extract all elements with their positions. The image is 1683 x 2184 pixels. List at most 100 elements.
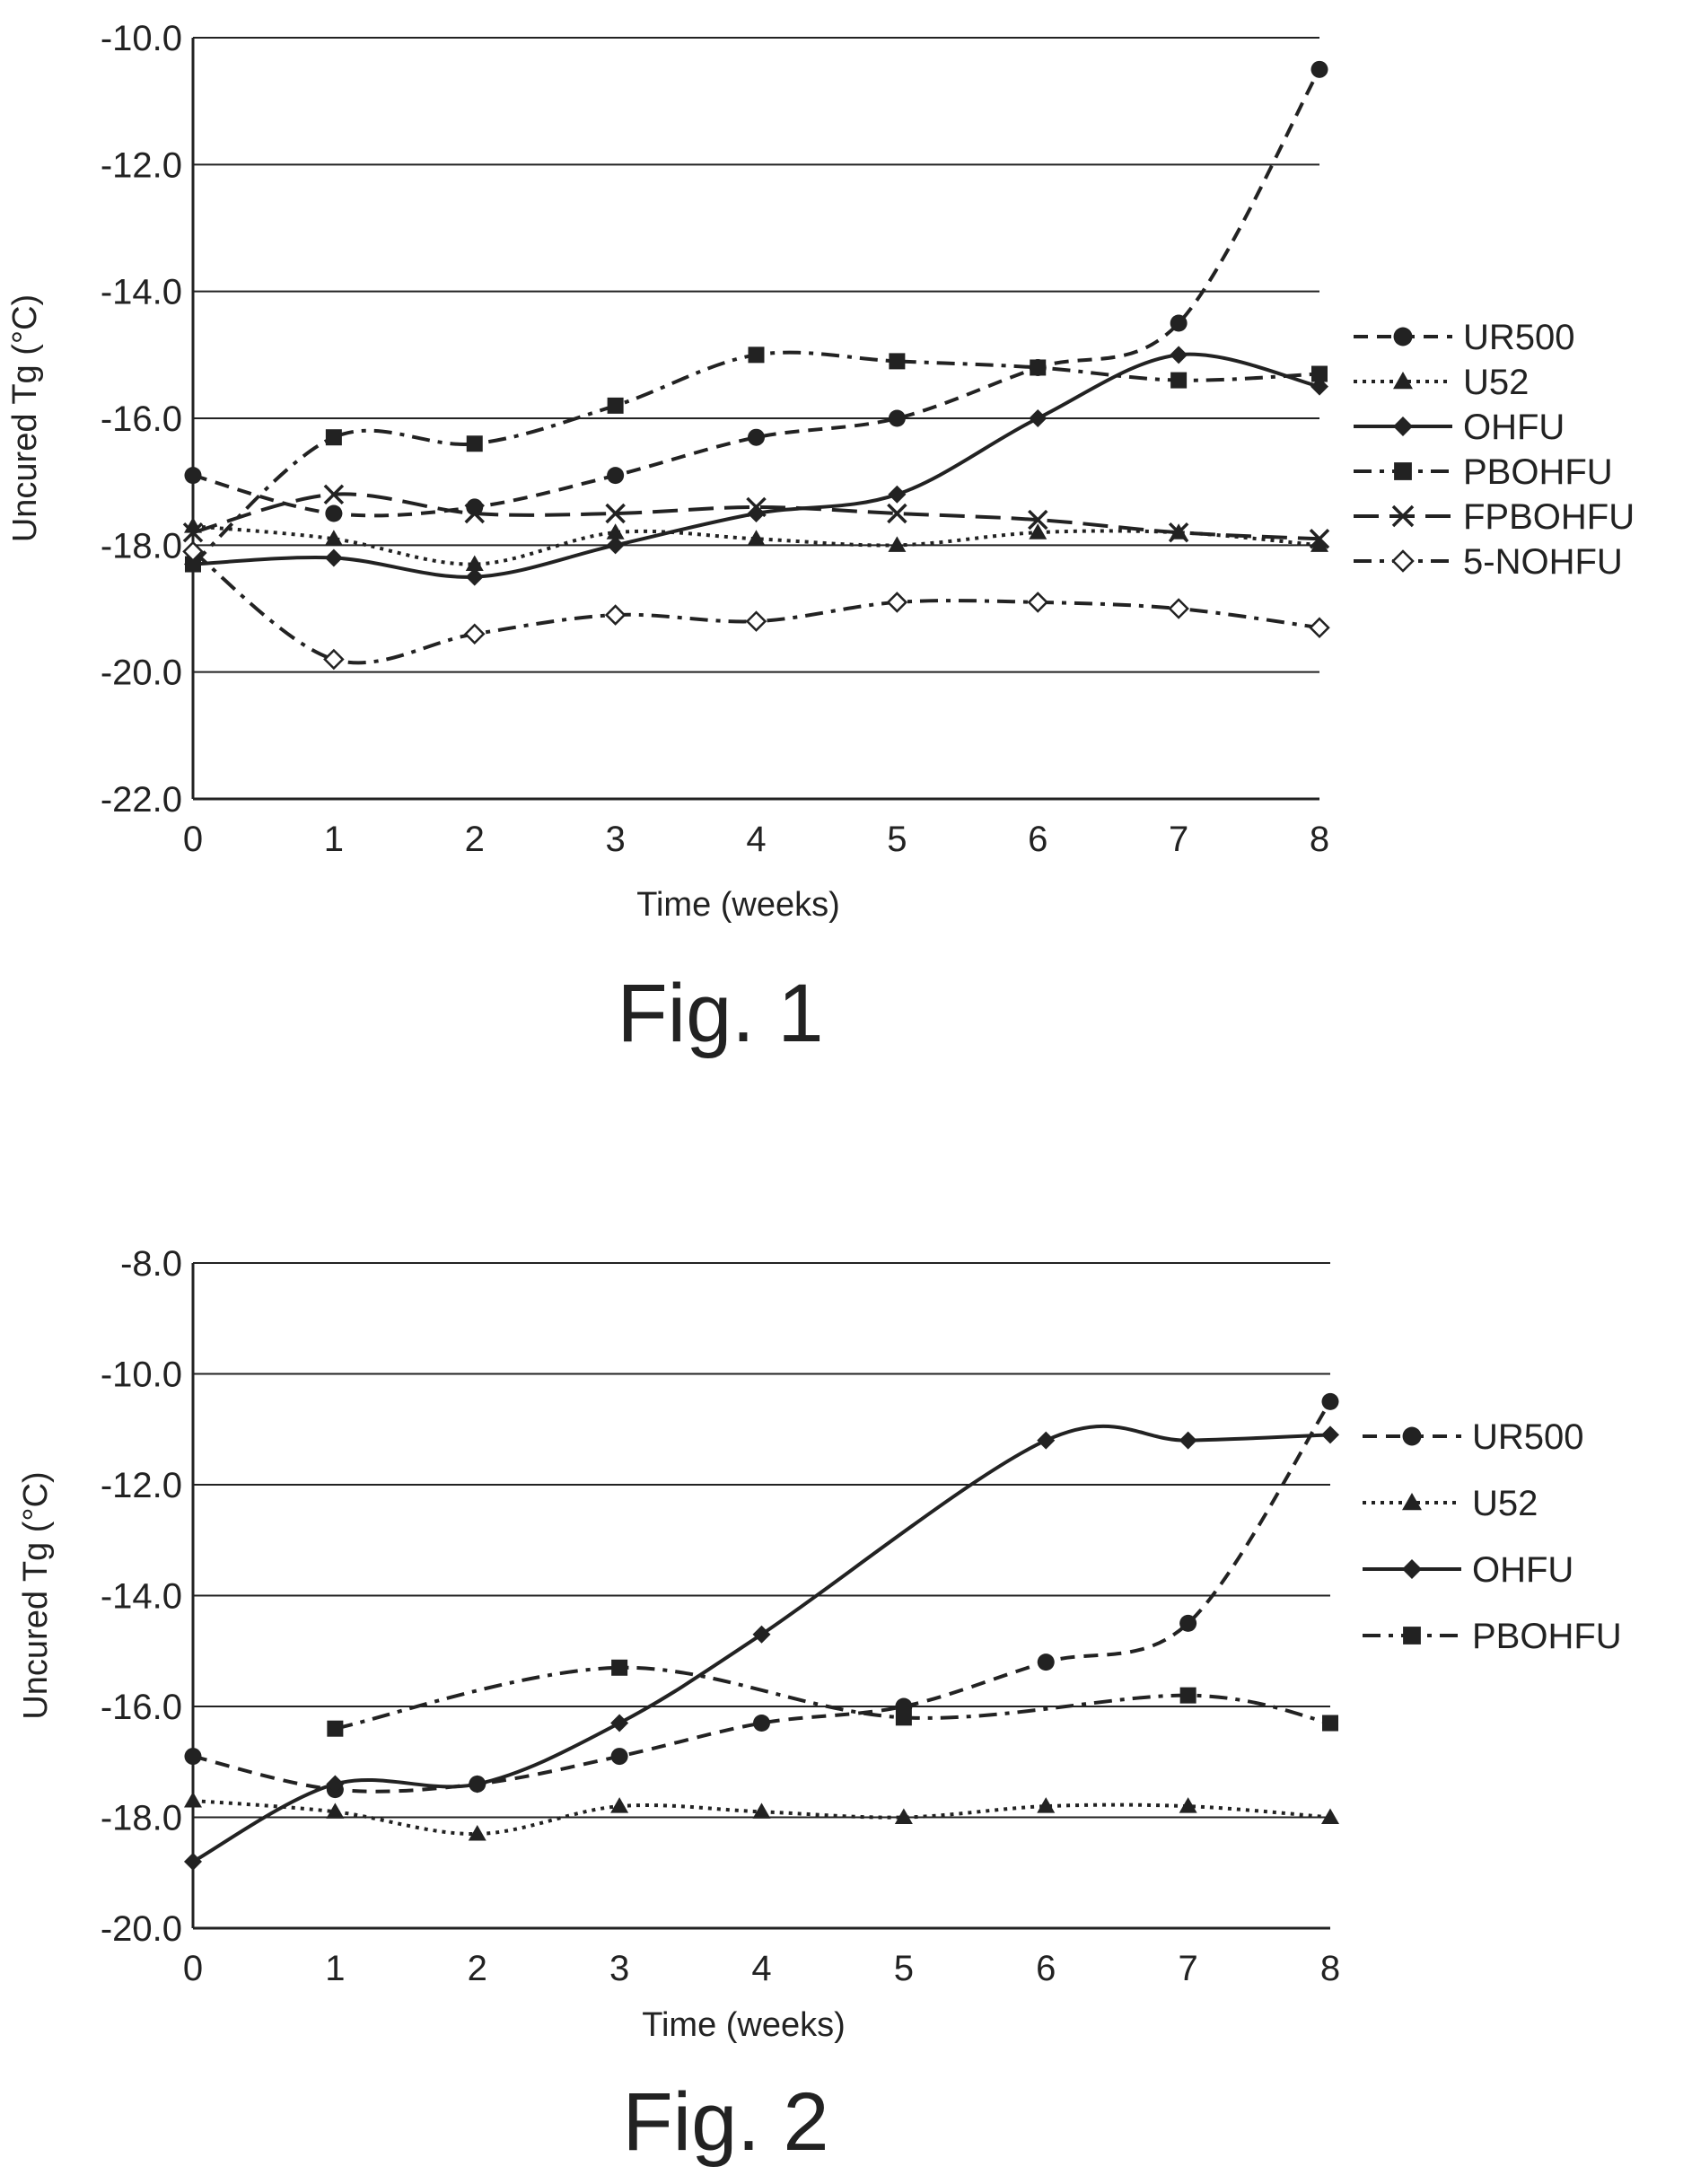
- legend-item-OHFU: OHFU: [1363, 1550, 1573, 1590]
- data-point-OHFU: [1037, 1431, 1056, 1450]
- series-PBOHFU: [327, 1659, 1338, 1737]
- data-point-U52: [610, 1797, 629, 1813]
- x-tick-label: 8: [1320, 1949, 1340, 1988]
- data-point-PBOHFU: [1179, 1687, 1197, 1704]
- data-point-FPBOHFU: [887, 503, 907, 524]
- x-tick-label: 1: [325, 1949, 345, 1988]
- legend-marker-5-NOHFU: [1391, 549, 1415, 573]
- figure-caption: Fig. 2: [622, 2076, 828, 2168]
- legend: UR500 U52 OHFU PBOHFU: [1363, 1417, 1622, 1656]
- y-tick-label: -10.0: [101, 19, 182, 58]
- legend-label: PBOHFU: [1472, 1617, 1622, 1656]
- data-point-U52: [1179, 1797, 1197, 1813]
- data-point-UR500: [1170, 314, 1188, 332]
- legend-label: FPBOHFU: [1463, 497, 1635, 537]
- legend-item-OHFU: OHFU: [1354, 408, 1565, 447]
- data-point-OHFU: [610, 1714, 629, 1732]
- data-point-FPBOHFU: [1168, 522, 1189, 543]
- x-tick-label: 2: [465, 820, 485, 859]
- x-tick-label: 6: [1036, 1949, 1056, 1988]
- series-U52: [184, 1791, 1339, 1841]
- legend-item-U52: U52: [1354, 363, 1529, 402]
- y-tick-label: -18.0: [101, 526, 182, 566]
- y-tick-label: -16.0: [101, 399, 182, 439]
- legend-label: UR500: [1463, 318, 1575, 357]
- legend-marker-UR500: [1402, 1426, 1422, 1446]
- data-point-PBOHFU: [1322, 1715, 1338, 1732]
- legend-label: U52: [1472, 1484, 1538, 1523]
- data-point-5-NOHFU: [463, 623, 486, 645]
- data-point-FPBOHFU: [182, 522, 204, 543]
- x-tick-label: 6: [1028, 820, 1047, 859]
- x-tick-label: 3: [609, 1949, 629, 1988]
- y-tick-labels: -8.0 -10.0 -12.0 -14.0 -16.0 -18.0 -20.0: [101, 1244, 182, 1949]
- data-point-PBOHFU: [325, 429, 342, 446]
- data-point-FPBOHFU: [605, 503, 626, 524]
- x-tick-label: 1: [324, 820, 344, 859]
- data-point-UR500: [184, 467, 202, 485]
- data-point-UR500: [888, 409, 906, 427]
- gridlines: [193, 1262, 1330, 1819]
- x-tick-label: 4: [746, 820, 766, 859]
- y-tick-label: -16.0: [101, 1688, 182, 1727]
- data-point-OHFU: [752, 1625, 771, 1644]
- data-point-UR500: [607, 467, 625, 485]
- legend-marker-UR500: [1393, 327, 1413, 346]
- data-point-5-NOHFU: [182, 540, 204, 563]
- data-point-FPBOHFU: [323, 484, 345, 505]
- legend-marker-PBOHFU: [1394, 462, 1412, 480]
- data-point-U52: [326, 1802, 345, 1819]
- y-tick-label: -10.0: [101, 1355, 182, 1395]
- data-point-5-NOHFU: [886, 592, 908, 613]
- data-point-U52: [1037, 1797, 1056, 1813]
- x-tick-labels: 0 1 2 3 4 5 6 7 8: [183, 820, 1329, 859]
- y-tick-label: -8.0: [120, 1244, 182, 1284]
- series-OHFU: [184, 1424, 1339, 1871]
- legend-label: OHFU: [1463, 408, 1565, 447]
- data-point-5-NOHFU: [1309, 617, 1330, 638]
- legend-item-PBOHFU: PBOHFU: [1354, 452, 1613, 492]
- legend-label: UR500: [1472, 1417, 1584, 1457]
- data-point-PBOHFU: [185, 556, 201, 573]
- legend-item-UR500: UR500: [1363, 1417, 1584, 1457]
- x-tick-labels: 0 1 2 3 4 5 6 7 8: [183, 1949, 1340, 1988]
- data-point-U52: [1321, 1808, 1339, 1824]
- y-tick-label: -14.0: [101, 1577, 182, 1617]
- data-point-OHFU: [326, 1775, 345, 1794]
- data-point-U52: [888, 536, 907, 552]
- x-tick-label: 7: [1179, 1949, 1198, 1988]
- data-point-U52: [747, 530, 766, 546]
- legend-label: 5-NOHFU: [1463, 542, 1623, 582]
- legend-marker-FPBOHFU: [1391, 504, 1415, 528]
- data-point-PBOHFU: [466, 435, 483, 452]
- data-point-U52: [1029, 523, 1047, 539]
- x-tick-label: 5: [894, 1949, 914, 1988]
- data-point-PBOHFU: [1170, 372, 1188, 389]
- data-point-PBOHFU: [895, 1709, 912, 1726]
- legend-label: U52: [1463, 363, 1529, 402]
- x-tick-label: 0: [183, 1949, 203, 1988]
- data-point-U52: [1310, 536, 1328, 552]
- data-point-PBOHFU: [611, 1659, 628, 1676]
- legend-item-5-NOHFU: 5-NOHFU: [1354, 542, 1623, 582]
- x-axis-title: Time (weeks): [636, 886, 840, 924]
- data-point-UR500: [748, 428, 765, 446]
- series-line-FPBOHFU: [192, 492, 1320, 541]
- data-point-OHFU: [465, 567, 484, 586]
- legend-marker-OHFU: [1393, 417, 1413, 436]
- legend-marker-PBOHFU: [1403, 1627, 1421, 1645]
- y-tick-label: -20.0: [101, 1909, 182, 1949]
- data-point-5-NOHFU: [1027, 592, 1049, 613]
- data-point-U52: [894, 1808, 913, 1824]
- series-line-UR500: [192, 1400, 1332, 1794]
- data-point-5-NOHFU: [745, 610, 767, 632]
- series-line-OHFU: [192, 1424, 1331, 1864]
- data-point-UR500: [610, 1748, 628, 1766]
- legend-label: OHFU: [1472, 1550, 1573, 1590]
- data-point-U52: [324, 530, 343, 546]
- data-point-5-NOHFU: [604, 604, 627, 626]
- series-line-5-NOHFU: [191, 549, 1320, 665]
- data-point-FPBOHFU: [746, 496, 767, 518]
- y-axis-title: Uncured Tg (°C): [17, 1471, 55, 1719]
- data-point-PBOHFU: [607, 397, 624, 414]
